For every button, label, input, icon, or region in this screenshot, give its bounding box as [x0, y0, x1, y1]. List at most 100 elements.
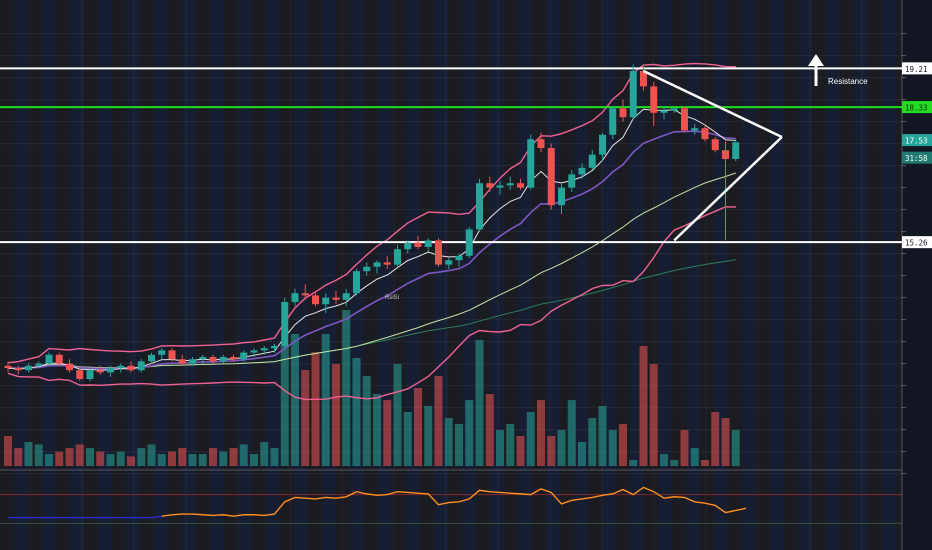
candle-body — [506, 183, 514, 186]
volume-bar — [619, 424, 627, 466]
candle-body — [240, 352, 248, 360]
shade-band — [756, 0, 770, 550]
shade-band — [406, 0, 420, 550]
volume-bar — [424, 406, 433, 466]
shade-band — [98, 0, 112, 550]
volume-bar — [537, 400, 545, 466]
candle-body — [435, 240, 442, 265]
volume-bar — [116, 451, 125, 466]
volume-bar — [157, 454, 166, 466]
volume-bar — [362, 376, 371, 466]
rsi-panel — [0, 469, 902, 524]
volume-bar — [65, 448, 74, 466]
shade-band — [784, 0, 798, 550]
volume-bar — [660, 454, 668, 466]
price-axis-bg — [902, 0, 932, 550]
candle-body — [230, 357, 237, 360]
rsi-marker-label: RsiSi — [385, 295, 399, 301]
shade-band — [14, 0, 28, 550]
bollinger-upper-line — [7, 62, 736, 364]
volume-bar — [239, 444, 248, 466]
candle-body — [353, 271, 360, 294]
shade-band — [840, 0, 854, 550]
candle-body — [25, 365, 32, 371]
shade-band — [448, 0, 462, 550]
volume-bar — [711, 412, 720, 466]
shade-band — [868, 0, 882, 550]
volume-bar — [4, 436, 12, 466]
shade-band — [826, 0, 840, 550]
candle-body — [537, 139, 545, 148]
shade-band — [210, 0, 224, 550]
volume-bar — [526, 412, 535, 466]
shade-band — [546, 0, 560, 550]
volume-bar — [414, 388, 422, 466]
volume-bar — [670, 460, 679, 466]
wedge-upper — [642, 69, 783, 139]
volume-bars — [4, 310, 740, 466]
last-price-tag-bg — [902, 134, 932, 147]
volume-bar — [516, 436, 525, 466]
shade-band — [364, 0, 378, 550]
volume-bar — [321, 334, 330, 466]
candle-body — [342, 293, 350, 300]
candle-body — [373, 262, 381, 267]
shade-band — [112, 0, 126, 550]
volume-bar — [198, 454, 207, 466]
candle-body — [599, 134, 606, 155]
resistance-tag-text: 19.21 — [905, 65, 928, 74]
volume-bar — [250, 454, 258, 466]
volume-bar — [229, 448, 238, 466]
volume-bar — [178, 448, 187, 466]
candle-body — [609, 108, 617, 135]
volume-bar — [557, 430, 566, 466]
shade-band — [742, 0, 756, 550]
shade-band — [574, 0, 588, 550]
volume-bar — [352, 358, 361, 466]
candle-body — [209, 357, 217, 362]
volume-bar — [506, 424, 515, 466]
volume-bar — [188, 454, 197, 466]
bollinger-lower-line — [7, 206, 736, 401]
volume-bar — [731, 430, 740, 466]
candle-body — [558, 187, 565, 206]
volume-bar — [332, 364, 340, 466]
candle-body — [732, 142, 740, 159]
shade-band — [252, 0, 266, 550]
support-tag-text: 15.26 — [905, 239, 928, 248]
candle-body — [383, 262, 391, 265]
candle-body — [722, 150, 729, 159]
candle-body — [168, 350, 176, 360]
candle-body — [568, 174, 576, 188]
volume-bar — [649, 364, 658, 466]
green-level-tag-text: 18.33 — [905, 104, 928, 113]
shade-band — [308, 0, 322, 550]
candle-body — [127, 365, 135, 371]
candle-body — [414, 242, 422, 247]
shade-band — [168, 0, 182, 550]
candle-body — [424, 240, 432, 247]
candle-body — [35, 363, 43, 366]
shade-band — [700, 0, 714, 550]
candle-body — [291, 293, 299, 302]
volume-bar — [291, 334, 299, 466]
shade-band — [0, 0, 14, 550]
shade-band — [728, 0, 742, 550]
volume-bar — [393, 364, 402, 466]
volume-bar — [137, 448, 146, 466]
volume-bar — [86, 448, 94, 466]
shade-band — [196, 0, 210, 550]
shade-band — [280, 0, 294, 550]
shade-band — [686, 0, 700, 550]
candle-body — [14, 368, 22, 371]
volume-bar — [55, 451, 64, 466]
shade-band — [56, 0, 70, 550]
volume-bar — [96, 451, 105, 466]
shade-band — [490, 0, 504, 550]
volume-bar — [373, 394, 381, 466]
candle-body — [322, 297, 330, 305]
volume-bar — [280, 346, 289, 466]
shade-band — [658, 0, 672, 550]
candle-body — [640, 71, 647, 87]
